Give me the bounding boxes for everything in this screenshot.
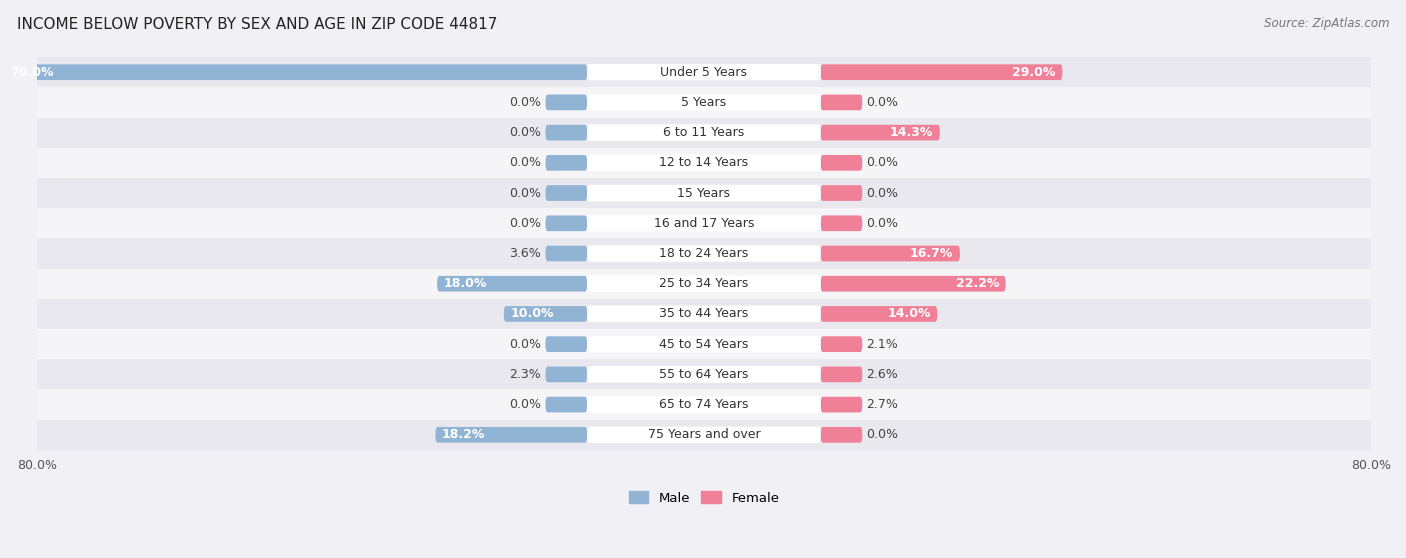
FancyBboxPatch shape: [588, 426, 821, 443]
Bar: [37, 268, 1371, 299]
Text: 0.0%: 0.0%: [866, 429, 898, 441]
Text: 16 and 17 Years: 16 and 17 Years: [654, 217, 754, 230]
FancyBboxPatch shape: [588, 185, 821, 201]
Text: 18 to 24 Years: 18 to 24 Years: [659, 247, 748, 260]
FancyBboxPatch shape: [821, 336, 862, 352]
Text: 18.2%: 18.2%: [441, 429, 485, 441]
FancyBboxPatch shape: [503, 306, 588, 322]
Text: 55 to 64 Years: 55 to 64 Years: [659, 368, 748, 381]
FancyBboxPatch shape: [588, 306, 821, 322]
Bar: [37, 329, 1371, 359]
FancyBboxPatch shape: [821, 215, 862, 231]
FancyBboxPatch shape: [821, 64, 1063, 80]
Bar: [37, 118, 1371, 148]
FancyBboxPatch shape: [546, 246, 588, 261]
FancyBboxPatch shape: [821, 185, 862, 201]
Text: 0.0%: 0.0%: [509, 156, 541, 169]
FancyBboxPatch shape: [588, 215, 821, 232]
Text: Source: ZipAtlas.com: Source: ZipAtlas.com: [1264, 17, 1389, 30]
Text: 2.7%: 2.7%: [866, 398, 898, 411]
Text: 0.0%: 0.0%: [866, 217, 898, 230]
Text: 45 to 54 Years: 45 to 54 Years: [659, 338, 748, 350]
FancyBboxPatch shape: [821, 155, 862, 171]
Text: 25 to 34 Years: 25 to 34 Years: [659, 277, 748, 290]
Text: 0.0%: 0.0%: [509, 338, 541, 350]
Text: 14.3%: 14.3%: [890, 126, 934, 139]
FancyBboxPatch shape: [821, 367, 862, 382]
Text: 0.0%: 0.0%: [866, 186, 898, 200]
FancyBboxPatch shape: [821, 427, 862, 442]
FancyBboxPatch shape: [3, 64, 588, 80]
FancyBboxPatch shape: [821, 246, 960, 261]
Text: 14.0%: 14.0%: [887, 307, 931, 320]
FancyBboxPatch shape: [588, 396, 821, 413]
FancyBboxPatch shape: [821, 306, 938, 322]
Text: 0.0%: 0.0%: [866, 96, 898, 109]
FancyBboxPatch shape: [588, 94, 821, 110]
Bar: [37, 208, 1371, 238]
Text: 35 to 44 Years: 35 to 44 Years: [659, 307, 748, 320]
FancyBboxPatch shape: [546, 367, 588, 382]
Text: 3.6%: 3.6%: [509, 247, 541, 260]
Text: 0.0%: 0.0%: [509, 186, 541, 200]
FancyBboxPatch shape: [436, 427, 588, 442]
Legend: Male, Female: Male, Female: [623, 486, 785, 510]
Text: 2.3%: 2.3%: [509, 368, 541, 381]
FancyBboxPatch shape: [588, 246, 821, 262]
Text: Under 5 Years: Under 5 Years: [661, 66, 748, 79]
FancyBboxPatch shape: [546, 125, 588, 141]
Bar: [37, 389, 1371, 420]
FancyBboxPatch shape: [821, 125, 939, 141]
Text: 10.0%: 10.0%: [510, 307, 554, 320]
Text: 29.0%: 29.0%: [1012, 66, 1056, 79]
Bar: [37, 420, 1371, 450]
Text: 65 to 74 Years: 65 to 74 Years: [659, 398, 748, 411]
FancyBboxPatch shape: [546, 397, 588, 412]
FancyBboxPatch shape: [437, 276, 588, 292]
Text: 70.0%: 70.0%: [10, 66, 53, 79]
FancyBboxPatch shape: [588, 276, 821, 292]
Bar: [37, 87, 1371, 118]
Text: 5 Years: 5 Years: [682, 96, 727, 109]
FancyBboxPatch shape: [546, 155, 588, 171]
Text: 15 Years: 15 Years: [678, 186, 730, 200]
Text: 0.0%: 0.0%: [509, 126, 541, 139]
Text: 0.0%: 0.0%: [866, 156, 898, 169]
FancyBboxPatch shape: [546, 94, 588, 110]
Text: 2.1%: 2.1%: [866, 338, 898, 350]
FancyBboxPatch shape: [588, 366, 821, 383]
FancyBboxPatch shape: [821, 276, 1005, 292]
Text: 16.7%: 16.7%: [910, 247, 953, 260]
Text: 0.0%: 0.0%: [509, 96, 541, 109]
Text: 18.0%: 18.0%: [444, 277, 486, 290]
FancyBboxPatch shape: [821, 397, 862, 412]
FancyBboxPatch shape: [588, 336, 821, 353]
Text: 12 to 14 Years: 12 to 14 Years: [659, 156, 748, 169]
Text: 0.0%: 0.0%: [509, 398, 541, 411]
Bar: [37, 57, 1371, 87]
FancyBboxPatch shape: [588, 155, 821, 171]
FancyBboxPatch shape: [588, 124, 821, 141]
Text: 22.2%: 22.2%: [956, 277, 1000, 290]
Bar: [37, 359, 1371, 389]
FancyBboxPatch shape: [546, 215, 588, 231]
FancyBboxPatch shape: [546, 336, 588, 352]
Text: 6 to 11 Years: 6 to 11 Years: [664, 126, 745, 139]
Text: INCOME BELOW POVERTY BY SEX AND AGE IN ZIP CODE 44817: INCOME BELOW POVERTY BY SEX AND AGE IN Z…: [17, 17, 498, 32]
Bar: [37, 299, 1371, 329]
Text: 0.0%: 0.0%: [509, 217, 541, 230]
FancyBboxPatch shape: [546, 185, 588, 201]
Bar: [37, 148, 1371, 178]
Bar: [37, 178, 1371, 208]
FancyBboxPatch shape: [588, 64, 821, 80]
Bar: [37, 238, 1371, 268]
Text: 75 Years and over: 75 Years and over: [648, 429, 761, 441]
FancyBboxPatch shape: [821, 94, 862, 110]
Text: 2.6%: 2.6%: [866, 368, 898, 381]
